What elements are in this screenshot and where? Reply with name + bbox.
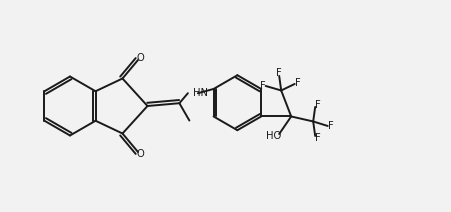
Text: HN: HN <box>193 88 208 98</box>
Text: F: F <box>276 68 282 78</box>
Text: O: O <box>137 149 144 159</box>
Text: F: F <box>315 100 321 110</box>
Text: F: F <box>295 78 301 88</box>
Text: HO: HO <box>266 131 281 141</box>
Text: F: F <box>328 121 334 131</box>
Text: F: F <box>260 81 265 91</box>
Text: O: O <box>137 53 144 63</box>
Text: F: F <box>315 134 321 144</box>
